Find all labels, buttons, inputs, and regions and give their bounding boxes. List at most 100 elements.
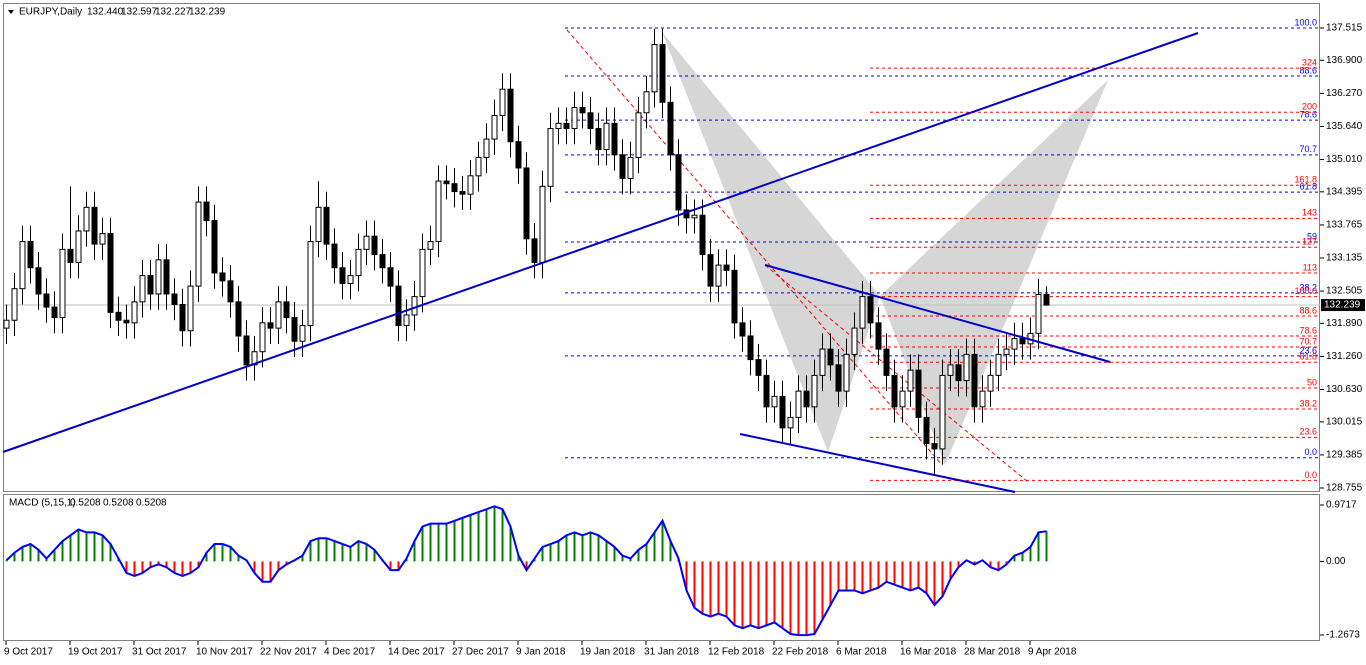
candle-body xyxy=(715,264,722,287)
y-tick-label: 135.010 xyxy=(1326,154,1363,165)
candle-body xyxy=(603,122,610,151)
x-tick-label: 9 Jan 2018 xyxy=(516,647,566,658)
candle-body xyxy=(235,301,242,337)
candle-body xyxy=(155,259,162,295)
x-tick-label: 19 Jan 2018 xyxy=(580,647,635,658)
x-tick-label: 22 Feb 2018 xyxy=(772,647,829,658)
candle-body xyxy=(339,267,346,284)
x-tick-label: 16 Mar 2018 xyxy=(900,647,957,658)
candle-body xyxy=(731,269,738,324)
candle-body xyxy=(723,264,730,271)
candle-body xyxy=(219,272,226,282)
candle-body xyxy=(467,175,474,195)
header-open: 132.440 xyxy=(87,7,124,18)
candle-body xyxy=(763,374,770,408)
candle-body xyxy=(187,285,194,332)
candle-body xyxy=(587,112,594,130)
fib-label: 61.8 xyxy=(1299,181,1317,191)
fib-label: 88.6 xyxy=(1299,305,1317,315)
candle-body xyxy=(291,317,298,342)
candle-body xyxy=(83,206,90,232)
candle-body xyxy=(923,416,930,445)
axes: 137.515 136.900 136.270 135.640 135.010 134.3… xyxy=(4,23,1365,658)
candle-body xyxy=(27,240,34,269)
candle-body xyxy=(203,201,210,221)
candle-body xyxy=(771,395,778,408)
x-tick-label: 31 Jan 2018 xyxy=(644,647,699,658)
fib-label: 23.6 xyxy=(1299,427,1317,437)
x-tick-label: 22 Nov 2017 xyxy=(260,647,317,658)
candle-body xyxy=(275,301,282,329)
candle-body xyxy=(883,348,890,376)
x-tick-label: 6 Mar 2018 xyxy=(836,647,887,658)
x-tick-label: 9 Apr 2018 xyxy=(1028,647,1077,658)
candle-body xyxy=(11,288,18,321)
macd-layer xyxy=(5,505,1048,637)
header-close: 132.239 xyxy=(189,7,226,18)
fib-label: 0.0 xyxy=(1304,470,1317,480)
candle-body xyxy=(315,206,322,242)
candle-body xyxy=(755,359,762,376)
candle-body xyxy=(363,235,370,250)
candle-body xyxy=(659,44,666,103)
y-tick-label: 134.395 xyxy=(1326,186,1363,197)
candle-body xyxy=(67,248,74,263)
x-tick-label: 14 Dec 2017 xyxy=(388,647,445,658)
header-high: 132.597 xyxy=(121,7,158,18)
candle-body xyxy=(259,322,266,353)
candle-body xyxy=(555,122,562,130)
menu-arrow[interactable] xyxy=(8,10,14,14)
x-tick-label: 31 Oct 2017 xyxy=(132,647,187,658)
candle-body xyxy=(875,322,882,350)
macd-line xyxy=(5,505,1047,637)
candle-body xyxy=(667,101,674,156)
candle-body xyxy=(371,235,378,256)
candle-body xyxy=(643,91,650,114)
fib-label: 78.6 xyxy=(1299,110,1317,120)
macd-readout: 0.5208 xyxy=(136,498,167,509)
candle-body xyxy=(611,122,618,156)
candle-body xyxy=(971,353,978,408)
candle-body xyxy=(75,230,82,263)
candle-body xyxy=(515,141,522,169)
candle-body xyxy=(987,374,994,392)
y-tick-label: 136.900 xyxy=(1326,55,1363,66)
y-tick-label: 129.385 xyxy=(1326,450,1363,461)
y-tick-label: 135.640 xyxy=(1326,121,1363,132)
candle-body xyxy=(739,322,746,337)
y-tick-label: 133.765 xyxy=(1326,220,1363,231)
fib-label: 38.2 xyxy=(1299,398,1317,408)
candle-body xyxy=(651,44,658,93)
candle-body xyxy=(163,259,170,295)
candle-body xyxy=(1019,338,1026,345)
candle-body xyxy=(1011,338,1018,350)
macd-title: MACD (5,15,1) xyxy=(9,498,76,509)
candle-body xyxy=(355,248,362,277)
candle-body xyxy=(891,374,898,408)
fib-label: 200 xyxy=(1302,102,1317,112)
x-tick-label: 27 Dec 2017 xyxy=(452,647,509,658)
candle-body xyxy=(395,285,402,326)
macd-panel-frame xyxy=(3,494,1320,641)
candle-body xyxy=(131,301,138,324)
y-tick-label: 130.015 xyxy=(1326,416,1363,427)
candle-body xyxy=(579,107,586,114)
candle-body xyxy=(267,322,274,329)
x-tick-label: 10 Nov 2017 xyxy=(196,647,253,658)
candle-body xyxy=(139,275,146,303)
candle-body xyxy=(675,154,682,211)
y-tick-label: 136.270 xyxy=(1326,88,1363,99)
fib-label: 127 xyxy=(1302,237,1317,247)
candle-body xyxy=(1035,293,1042,334)
candle-body xyxy=(699,214,706,256)
candle-body xyxy=(747,335,754,361)
candle-body xyxy=(955,364,962,382)
fib-diagonal xyxy=(566,29,943,466)
candle-body xyxy=(531,238,538,263)
macd-readout: 0.5208 xyxy=(103,498,134,509)
header-low: 132.227 xyxy=(155,7,192,18)
candle-body xyxy=(915,369,922,418)
candle-body xyxy=(299,324,306,342)
